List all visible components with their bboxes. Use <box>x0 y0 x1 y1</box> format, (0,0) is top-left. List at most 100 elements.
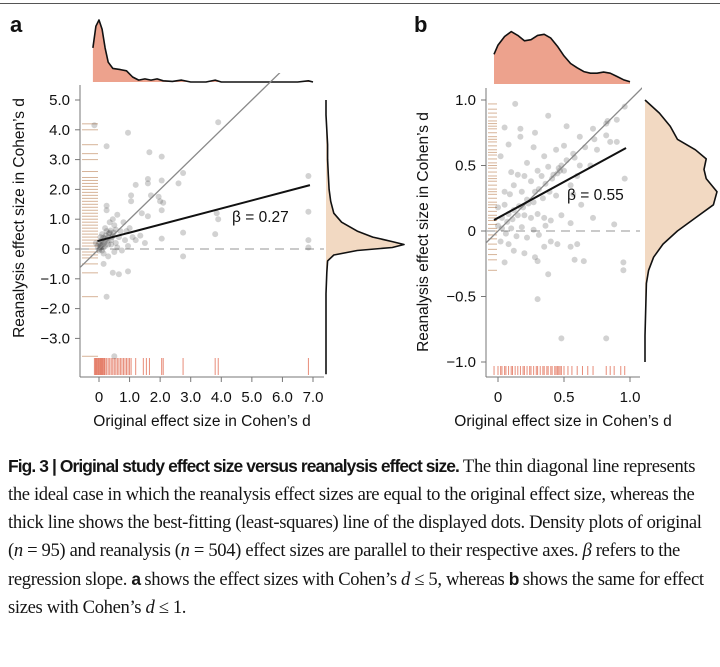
data-point <box>547 238 554 245</box>
identity-line <box>486 87 642 244</box>
data-point <box>521 250 528 257</box>
x-tick-label: 6.0 <box>272 389 293 406</box>
data-point <box>613 116 620 123</box>
data-point <box>155 193 162 200</box>
data-point <box>538 173 545 179</box>
data-point <box>524 159 530 166</box>
data-point <box>305 237 312 244</box>
data-point <box>530 199 537 206</box>
data-point <box>528 178 534 185</box>
data-point <box>502 230 509 237</box>
x-axis-title: Original effect size in Cohen’s d <box>93 413 310 430</box>
data-point <box>495 204 501 211</box>
data-point <box>99 247 106 254</box>
data-point <box>576 133 583 140</box>
data-point <box>620 267 627 274</box>
plot-area <box>486 87 642 342</box>
data-point <box>138 210 145 217</box>
data-point <box>112 240 119 246</box>
y-tick-label: 3.0 <box>49 152 70 169</box>
data-point <box>144 213 151 220</box>
data-point <box>114 211 121 218</box>
data-point <box>122 237 128 244</box>
data-point <box>590 214 596 221</box>
data-point <box>561 142 567 149</box>
data-point <box>103 202 110 209</box>
regression-slope-label: β = 0.55 <box>567 187 624 204</box>
identity-line <box>80 73 281 269</box>
data-point <box>501 188 508 195</box>
data-point <box>532 254 538 261</box>
data-point <box>508 225 515 232</box>
data-point <box>535 231 542 238</box>
data-point <box>534 167 541 174</box>
caption-text-6: ≤ 5, whereas <box>409 569 509 590</box>
original-density-curve <box>92 19 314 83</box>
y-tick-label: 0 <box>468 223 476 240</box>
reanalysis-density-fill <box>326 100 404 375</box>
data-point <box>611 221 618 228</box>
data-point <box>105 230 112 237</box>
data-point <box>517 125 524 132</box>
x-tick-label: 1.0 <box>620 389 641 406</box>
regression-slope-label: β = 0.27 <box>232 209 289 226</box>
data-point <box>103 207 110 214</box>
data-point <box>212 231 219 238</box>
reanalysis-density-curve <box>325 100 405 375</box>
data-point <box>103 228 110 235</box>
data-point <box>160 199 167 206</box>
data-point <box>137 232 144 239</box>
data-point <box>501 124 508 131</box>
data-point <box>530 226 537 233</box>
reanalysis-density-curve <box>644 99 718 362</box>
y-tick-label: 1.0 <box>49 211 70 228</box>
x-tick-label: 0.5 <box>554 389 575 406</box>
data-point <box>305 208 312 215</box>
data-point <box>128 192 135 199</box>
data-point <box>91 122 98 129</box>
data-point <box>510 247 517 254</box>
data-point <box>613 138 620 145</box>
x-tick-label: 5.0 <box>241 389 262 406</box>
data-point <box>535 186 542 193</box>
data-point <box>114 244 121 251</box>
data-point <box>534 296 541 303</box>
data-point <box>591 136 598 143</box>
data-point <box>561 167 567 174</box>
data-point <box>574 241 581 248</box>
reanalysis-density-fill <box>645 100 717 362</box>
y-tick-label: 5.0 <box>49 92 70 109</box>
rug-group <box>82 123 309 375</box>
caption-n-symbol: n <box>180 540 190 561</box>
plot-area <box>80 73 324 360</box>
data-point <box>547 217 554 224</box>
data-point <box>518 188 525 195</box>
data-point <box>92 240 99 246</box>
data-point <box>125 129 131 136</box>
data-point <box>567 220 574 227</box>
x-tick-label: 4.0 <box>211 389 232 406</box>
data-point <box>545 163 552 170</box>
data-point <box>604 118 611 124</box>
y-axis-title: Reanalysis effect size in Cohen’s d <box>415 112 432 352</box>
data-point <box>621 175 628 182</box>
data-point <box>101 239 108 246</box>
y-tick-label: 0.5 <box>455 158 476 175</box>
figure-svg: 0 1.0 2.0 3.0 4.0 5.0 6.0 7.0 5.0 4.0 3.0 2.0 1.0 0 −1… <box>11 19 718 430</box>
data-point <box>175 180 182 187</box>
x-tick-label: 1.0 <box>119 389 140 406</box>
data-point <box>111 222 118 229</box>
data-point <box>512 100 519 107</box>
y-tick-label: 1.0 <box>455 92 476 109</box>
data-point <box>125 268 131 275</box>
caption-text-4: refers to the regression slope. <box>8 540 680 590</box>
caption-ref-b: b <box>508 569 520 589</box>
data-point <box>180 253 187 260</box>
data-point <box>102 225 109 232</box>
data-point <box>528 214 534 221</box>
data-point <box>514 171 521 178</box>
data-point <box>532 129 538 136</box>
y-tick-label: −1.0 <box>40 271 70 288</box>
data-point <box>96 247 102 254</box>
data-point <box>607 138 614 145</box>
